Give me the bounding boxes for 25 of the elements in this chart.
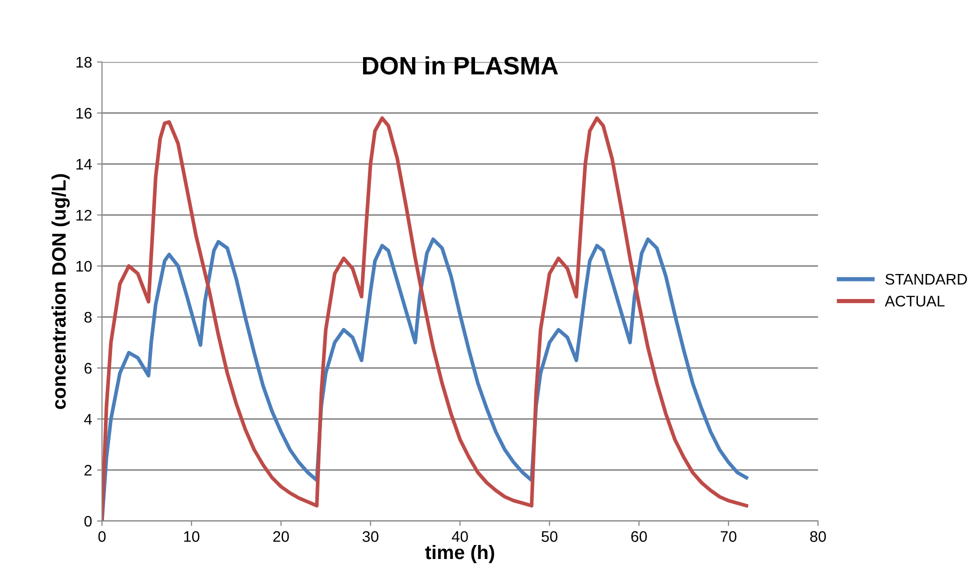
- x-tick-label: 40: [452, 531, 468, 542]
- y-tick-label: 12: [76, 210, 92, 221]
- x-tick-label: 70: [720, 531, 736, 542]
- y-tick-label: 8: [84, 312, 92, 323]
- x-tick-label: 50: [542, 531, 558, 542]
- y-tick-label: 0: [84, 516, 92, 527]
- x-axis-title: time (h): [425, 544, 494, 564]
- y-tick-label: 10: [76, 260, 92, 272]
- x-tick-label: 30: [362, 531, 378, 542]
- y-tick-label: 6: [84, 362, 92, 374]
- y-tick-label: 18: [76, 56, 92, 68]
- x-tick-label: 0: [98, 531, 106, 542]
- y-tick-label: 2: [84, 464, 92, 476]
- line-series: [102, 116, 748, 521]
- y-tick-label: 4: [84, 414, 92, 425]
- legend-label: STANDARD: [885, 274, 967, 285]
- x-tick-label: 60: [631, 531, 647, 542]
- y-tick-label: 14: [76, 159, 92, 170]
- x-tick-label: 20: [273, 531, 289, 542]
- x-tick-label: 10: [184, 531, 200, 542]
- y-axis-title: concentration DON (ug/L): [52, 174, 70, 410]
- legend-label: ACTUAL: [884, 296, 945, 307]
- y-tick-label: 16: [76, 108, 92, 119]
- x-tick-label: 80: [810, 531, 826, 542]
- chart-title: DON in PLASMA: [363, 56, 558, 75]
